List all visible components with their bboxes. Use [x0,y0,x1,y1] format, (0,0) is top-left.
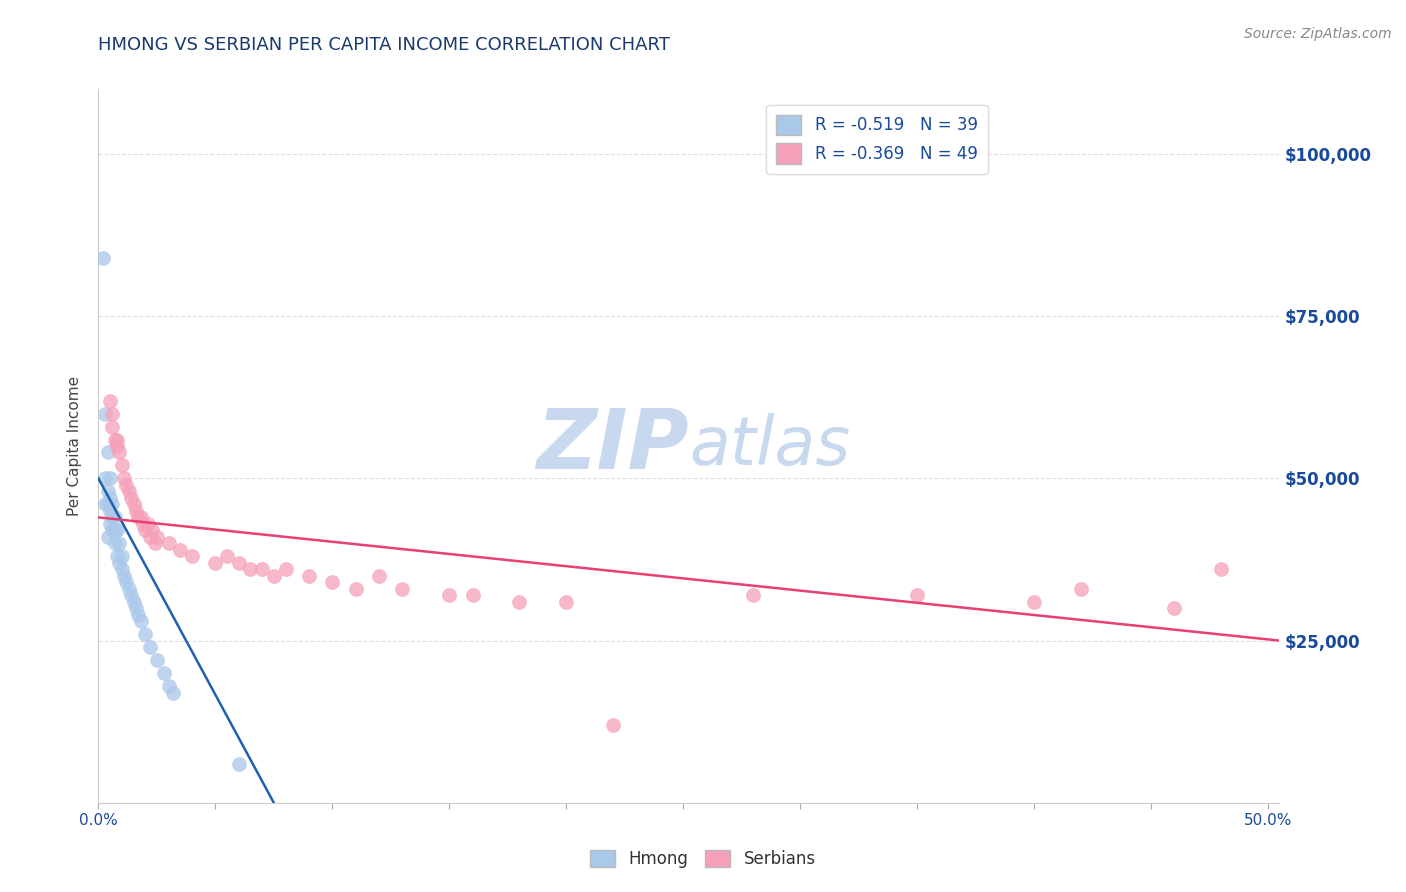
Point [118,484,141,499]
Point [139,530,162,544]
Point [97,530,120,544]
Point [120,491,142,505]
Point [101,497,124,511]
Point [391,582,413,596]
Point [105,439,128,453]
Point [105,549,128,564]
Point [602,718,624,732]
Point [742,588,765,602]
Text: Source: ZipAtlas.com: Source: ZipAtlas.com [1244,27,1392,41]
Point [101,524,124,538]
Point [905,588,928,602]
Point [127,607,149,622]
Point [344,582,367,596]
Point [228,756,250,771]
Point [1070,582,1092,596]
Point [508,595,530,609]
Point [105,433,128,447]
Point [157,679,180,693]
Point [97,445,120,459]
Point [250,562,273,576]
Text: HMONG VS SERBIAN PER CAPITA INCOME CORRELATION CHART: HMONG VS SERBIAN PER CAPITA INCOME CORRE… [98,36,671,54]
Point [118,582,141,596]
Point [108,536,131,550]
Point [1022,595,1045,609]
Point [108,556,131,570]
Point [97,497,120,511]
Point [98,504,121,518]
Point [94,497,117,511]
Point [94,407,117,421]
Point [169,542,191,557]
Point [112,568,135,582]
Point [132,516,155,531]
Legend: Hmong, Serbians: Hmong, Serbians [583,843,823,875]
Point [439,588,461,602]
Text: atlas: atlas [689,413,851,479]
Point [134,524,156,538]
Point [115,478,138,492]
Point [204,556,226,570]
Point [239,562,262,576]
Point [97,484,120,499]
Point [104,433,127,447]
Point [105,524,128,538]
Point [115,575,138,590]
Point [157,536,180,550]
Point [136,516,159,531]
Point [94,471,117,485]
Point [104,536,127,550]
Point [181,549,204,564]
Point [111,562,134,576]
Point [141,524,163,538]
Point [125,601,148,615]
Point [1163,601,1185,615]
Point [98,491,121,505]
Point [112,471,135,485]
Point [91,251,114,265]
Legend: R = -0.519   N = 39, R = -0.369   N = 49: R = -0.519 N = 39, R = -0.369 N = 49 [766,104,987,174]
Point [98,471,121,485]
Point [321,575,343,590]
Point [555,595,578,609]
Point [134,627,156,641]
Point [111,458,134,473]
Y-axis label: Per Capita Income: Per Capita Income [67,376,83,516]
Point [263,568,285,582]
Point [98,393,121,408]
Point [98,516,121,531]
Point [120,588,142,602]
Point [127,510,149,524]
Point [104,510,127,524]
Text: ZIP: ZIP [536,406,689,486]
Point [101,510,124,524]
Point [215,549,238,564]
Point [111,549,134,564]
Point [368,568,391,582]
Point [104,524,127,538]
Point [129,614,152,628]
Point [162,685,184,699]
Point [122,595,145,609]
Point [146,530,169,544]
Point [146,653,169,667]
Point [129,510,152,524]
Point [1209,562,1232,576]
Point [125,504,148,518]
Point [228,556,250,570]
Point [101,419,124,434]
Point [101,407,124,421]
Point [139,640,162,654]
Point [108,445,131,459]
Point [153,666,176,681]
Point [298,568,321,582]
Point [122,497,145,511]
Point [461,588,484,602]
Point [274,562,297,576]
Point [143,536,166,550]
